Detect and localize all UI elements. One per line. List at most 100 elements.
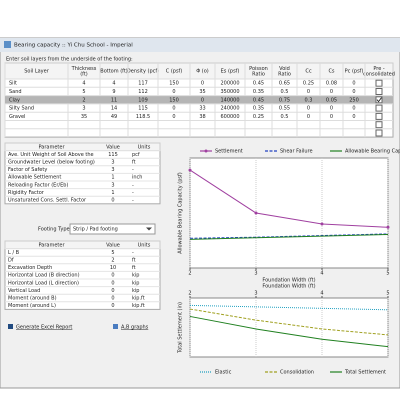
soil-cell: 109 [138, 97, 148, 103]
parameter-unit: ft [132, 265, 136, 271]
footing-select[interactable] [69, 223, 156, 235]
soil-cell: 0 [307, 89, 310, 95]
soil-cell: 140000 [220, 97, 239, 103]
parameter-value: 3 [111, 167, 114, 173]
x-axis-label: Foundation Width (ft) [262, 278, 315, 284]
series-line [189, 315, 389, 348]
soil-cell: 0.45 [253, 97, 264, 103]
column-header: Ratio [252, 71, 265, 77]
soil-cell: 0 [330, 114, 333, 120]
parameter-column-header: Value [106, 144, 120, 150]
selected-row [5, 95, 393, 104]
parameter-unit: - [132, 198, 134, 204]
soil-cell: 115 [138, 106, 148, 112]
parameter-unit: kip.ft [132, 296, 145, 302]
checkbox[interactable] [375, 129, 383, 137]
column-header: Thickness [71, 66, 97, 72]
column-header: Ratio [278, 71, 291, 77]
parameter-name: Vertical Load [8, 288, 40, 294]
parameter-name: Excavation Depth [8, 265, 52, 271]
soil-cell: 0.25 [303, 81, 314, 87]
soil-layer-name: Gravel [9, 114, 25, 120]
soil-cell: 0.55 [279, 106, 290, 112]
soil-cell: 0 [307, 114, 310, 120]
parameter-name: Df [8, 258, 14, 264]
soil-cell: 2 [82, 97, 85, 103]
dropdown-arrow [146, 227, 152, 231]
checkbox[interactable] [375, 88, 383, 95]
soil-cell: 4 [112, 81, 115, 87]
parameter-value: 3 [111, 182, 114, 188]
legend-label: Settlement [215, 149, 243, 155]
legend-marker [204, 149, 208, 153]
parameter-unit: kip [132, 280, 139, 286]
parameter-column-header: Parameter [38, 242, 65, 248]
checkbox[interactable] [375, 96, 383, 104]
soil-cell: 0.45 [253, 81, 264, 87]
legend-label: Consolidation [280, 370, 314, 376]
parameter-name: L / B [8, 250, 20, 256]
soil-layer-name: Clay [9, 97, 20, 103]
soil-cell: 200000 [220, 81, 239, 87]
series-line [189, 233, 389, 240]
soil-cell: 33 [199, 106, 205, 112]
legend-label: Total Settlement [344, 370, 386, 376]
soil-cell: 0 [307, 106, 310, 112]
x-tick-label: 4 [320, 291, 323, 297]
soil-cell: 0.35 [253, 106, 264, 112]
footing-label: Footing Type: [38, 227, 72, 233]
legend-label: Shear Failure [280, 149, 313, 155]
series-line [189, 308, 389, 336]
data-point [386, 225, 390, 229]
soil-cell: 0 [172, 114, 175, 120]
window-title: Bearing capacity :: Yi Chu School - Impe… [14, 43, 133, 49]
parameter-name: Horizontal Load (B direction) [8, 273, 80, 279]
footing-value: Strip / Pad footing [73, 227, 118, 233]
soil-cell: 150 [169, 97, 179, 103]
soil-cell: 0 [330, 89, 333, 95]
parameter-value: 115 [108, 152, 118, 158]
soil-cell: 49 [111, 114, 117, 120]
soil-cell: 0.05 [326, 97, 337, 103]
soil-cell: 0 [352, 114, 355, 120]
y-axis-label: Allowable Bearing Capacity (psf) [178, 172, 184, 254]
checkbox[interactable] [375, 79, 383, 87]
parameter-unit: - [132, 190, 134, 196]
checkbox[interactable] [375, 104, 383, 112]
soil-cell: 3 [82, 106, 85, 112]
column-header: C (psf) [166, 69, 183, 75]
column-header: Poisson [249, 66, 268, 72]
checkbox[interactable] [375, 121, 383, 129]
parameter-unit: kip [132, 273, 139, 279]
checkmark [376, 97, 382, 103]
parameter-name: Unsaturated Cons. Settl. Factor [8, 198, 87, 204]
data-point [188, 168, 192, 172]
parameter-unit: - [132, 167, 134, 173]
soil-layer-name: Silt [9, 81, 17, 87]
y-axis-label: Total Settlement (in) [178, 302, 184, 354]
link[interactable]: A,B graphs [121, 325, 149, 331]
instruction: Enter soil layers from the underside of … [6, 57, 133, 63]
series-line [189, 169, 389, 228]
parameter-column-header: Parameter [38, 144, 65, 150]
parameter-value: 0 [111, 280, 114, 286]
x-axis-label: Foundation Width (ft) [262, 284, 315, 290]
parameter-value: 1 [111, 175, 114, 181]
column-header: Cc [305, 69, 311, 75]
parameter-value: 2 [111, 258, 114, 264]
checkbox[interactable] [375, 112, 383, 120]
data-point [254, 211, 258, 215]
link[interactable]: Generate Excel Report [16, 325, 72, 331]
soil-cell: 250 [349, 97, 359, 103]
parameter-unit: inch [132, 175, 142, 181]
soil-cell: 0.65 [279, 81, 290, 87]
soil-cell: 38 [199, 114, 205, 120]
soil-cell: 14 [111, 106, 117, 112]
column-header: (ft) [80, 71, 88, 77]
parameter-name: Allowable Settlement [8, 175, 61, 181]
parameter-name: Moment (around L) [8, 303, 56, 309]
parameter-value: 0 [111, 288, 114, 294]
soil-cell: 4 [82, 81, 85, 87]
parameter-name: Groundwater Level (below footing) [8, 160, 95, 166]
